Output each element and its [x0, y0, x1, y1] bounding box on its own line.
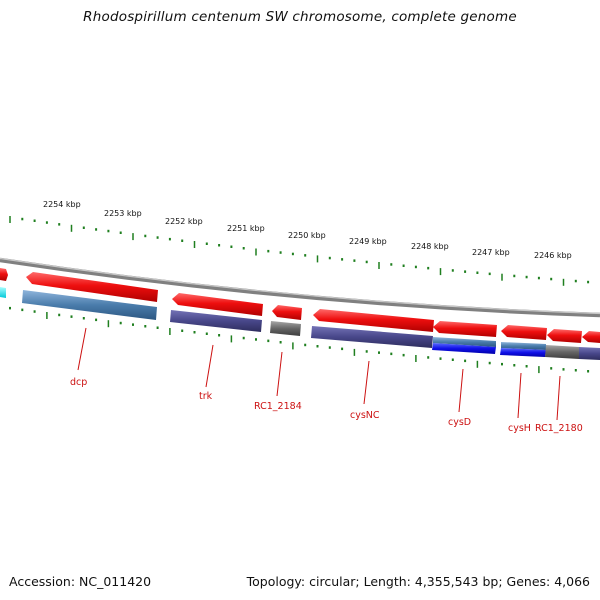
gene-label-cysD[interactable]: cysD	[448, 417, 471, 428]
leader-line-RC1_2184	[276, 351, 283, 397]
ruler-label: 2248 kbp	[411, 242, 449, 251]
ruler-label: 2251 kbp	[227, 224, 265, 233]
rna-block-cysH-top[interactable]	[501, 342, 546, 350]
outer-tick-row	[9, 216, 590, 286]
gene-label-trk[interactable]: trk	[199, 391, 213, 402]
gene-arrow-RC1_2180[interactable]	[547, 329, 582, 343]
gene-labels: dcp trk RC1_2184 cysNC cysD cysH RC1_218…	[70, 377, 583, 434]
ruler-label: 2253 kbp	[104, 209, 142, 218]
rna-block-dcp[interactable]	[22, 290, 157, 320]
rna-block-cysD-top[interactable]	[433, 337, 496, 347]
cds-block-trk[interactable]	[170, 310, 262, 332]
backbone-ring-highlight	[0, 257, 600, 315]
gene-arrow[interactable]	[582, 331, 600, 343]
gene-label-dcp[interactable]: dcp	[70, 377, 87, 388]
gene-arrow-RC1_2184[interactable]	[272, 305, 302, 320]
cds-block[interactable]	[0, 287, 6, 298]
ruler-label: 2246 kbp	[534, 251, 572, 260]
ruler-label: 2250 kbp	[288, 231, 326, 240]
gene-label-RC1_2184[interactable]: RC1_2184	[254, 401, 302, 412]
map-title: Rhodospirillum centenum SW chromosome, c…	[83, 9, 517, 25]
gene-arrow-cysH[interactable]	[501, 325, 547, 340]
gene-arrow-trk[interactable]	[172, 293, 263, 316]
cds-block-cysH[interactable]	[500, 348, 546, 357]
pseudo-block-RC1_2184[interactable]	[270, 321, 301, 336]
gene-arrow-dcp[interactable]	[26, 272, 158, 302]
leader-line-cysNC	[363, 360, 370, 405]
inner-tick-row	[9, 306, 590, 374]
ruler-label: 2252 kbp	[165, 217, 203, 226]
leader-line-dcp	[77, 327, 87, 371]
cds-block-cysNC[interactable]	[311, 326, 433, 348]
ruler-label: 2247 kbp	[472, 248, 510, 257]
genome-stats-text: Topology: circular; Length: 4,355,543 bp…	[246, 574, 590, 589]
ruler-label: 2249 kbp	[349, 237, 387, 246]
ruler-labels: 2254 kbp 2253 kbp 2252 kbp 2251 kbp 2250…	[43, 200, 572, 260]
forward-strand-genes	[0, 268, 600, 343]
leader-line-trk	[205, 344, 214, 388]
pseudo-block-RC1_2180[interactable]	[545, 345, 579, 359]
leader-line-cysH	[517, 372, 522, 419]
cds-block-cysD[interactable]	[432, 343, 496, 354]
leader-line-RC1_2180	[556, 375, 561, 421]
cds-block[interactable]	[579, 347, 600, 360]
label-leaders	[77, 327, 561, 421]
product-track	[0, 287, 600, 360]
ruler-label: 2254 kbp	[43, 200, 81, 209]
leader-line-cysD	[458, 368, 464, 413]
gene-label-cysH[interactable]: cysH	[508, 423, 531, 434]
accession-text: Accession: NC_011420	[9, 574, 152, 589]
gene-arrow-cysD[interactable]	[433, 321, 497, 337]
backbone-ring	[0, 257, 600, 318]
gene-arrow[interactable]	[0, 268, 8, 281]
gene-arrow-cysNC[interactable]	[313, 309, 434, 332]
gene-label-cysNC[interactable]: cysNC	[350, 410, 380, 421]
gene-label-RC1_2180[interactable]: RC1_2180	[535, 423, 583, 434]
